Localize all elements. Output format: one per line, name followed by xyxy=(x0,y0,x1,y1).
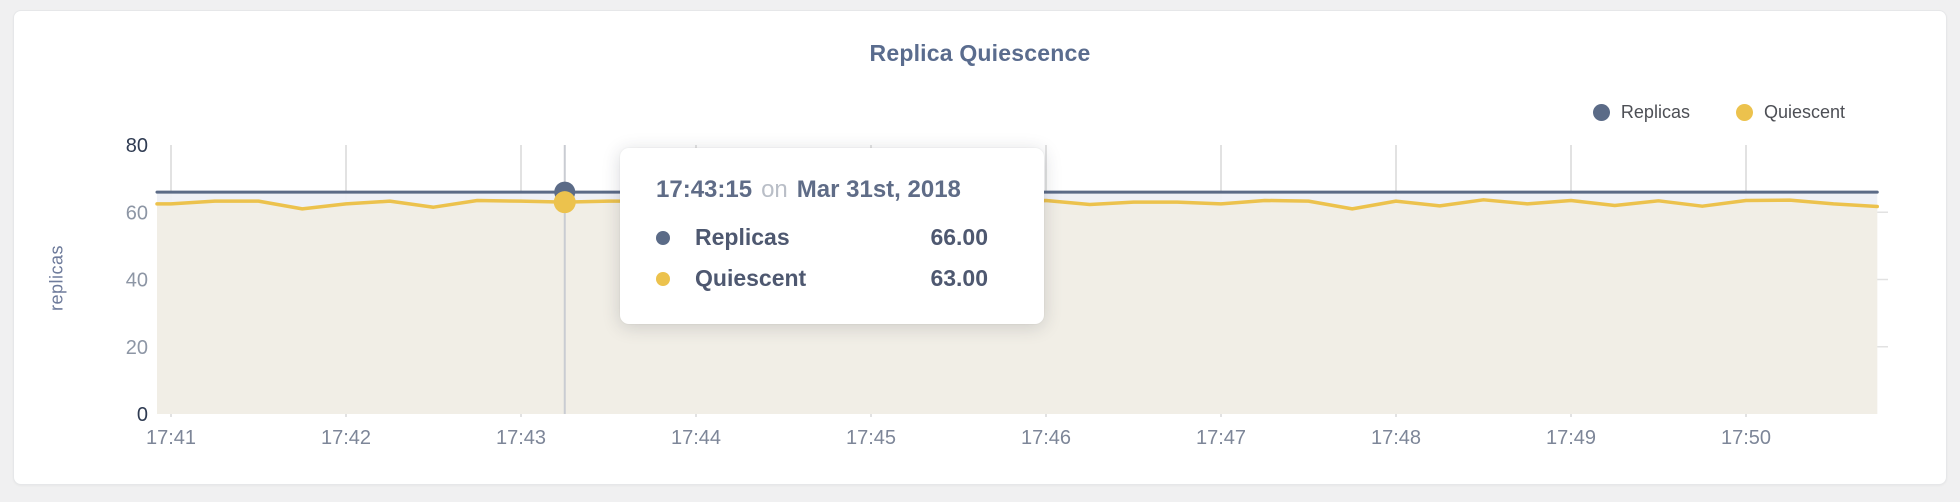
tooltip-series-label: Replicas xyxy=(695,224,790,250)
legend-item-quiescent[interactable]: Quiescent xyxy=(1735,102,1845,123)
replicas-dot-icon xyxy=(656,230,670,245)
tooltip-row-replicas: Replicas 66.00 xyxy=(656,224,988,251)
tooltip-series-value: 63.00 xyxy=(930,265,988,291)
quiescent-dot-icon xyxy=(656,271,670,286)
legend-item-label: Quiescent xyxy=(1763,102,1845,122)
tooltip-time: 17:43:15 xyxy=(656,176,753,203)
tooltip-series-value: 66.00 xyxy=(930,224,988,250)
tooltip-series-label: Quiescent xyxy=(695,265,807,291)
tooltip-row-quiescent: Quiescent 63.00 xyxy=(656,265,988,292)
y-axis-label: replicas xyxy=(46,244,67,312)
tooltip-connector: on xyxy=(761,176,788,203)
tooltip-header: 17:43:15 on Mar 31st, 2018 xyxy=(656,176,988,204)
quiescent-dot-icon xyxy=(1735,104,1753,121)
legend: Replicas Quiescent xyxy=(1592,102,1845,123)
tooltip-date: Mar 31st, 2018 xyxy=(796,176,961,203)
legend-item-label: Replicas xyxy=(1620,102,1690,122)
chart-title: Replica Quiescence xyxy=(869,40,1091,66)
chart-tooltip: 17:43:15 on Mar 31st, 2018 Replicas 66.0… xyxy=(620,148,1044,324)
legend-item-replicas[interactable]: Replicas xyxy=(1592,102,1690,123)
replicas-dot-icon xyxy=(1592,104,1610,121)
